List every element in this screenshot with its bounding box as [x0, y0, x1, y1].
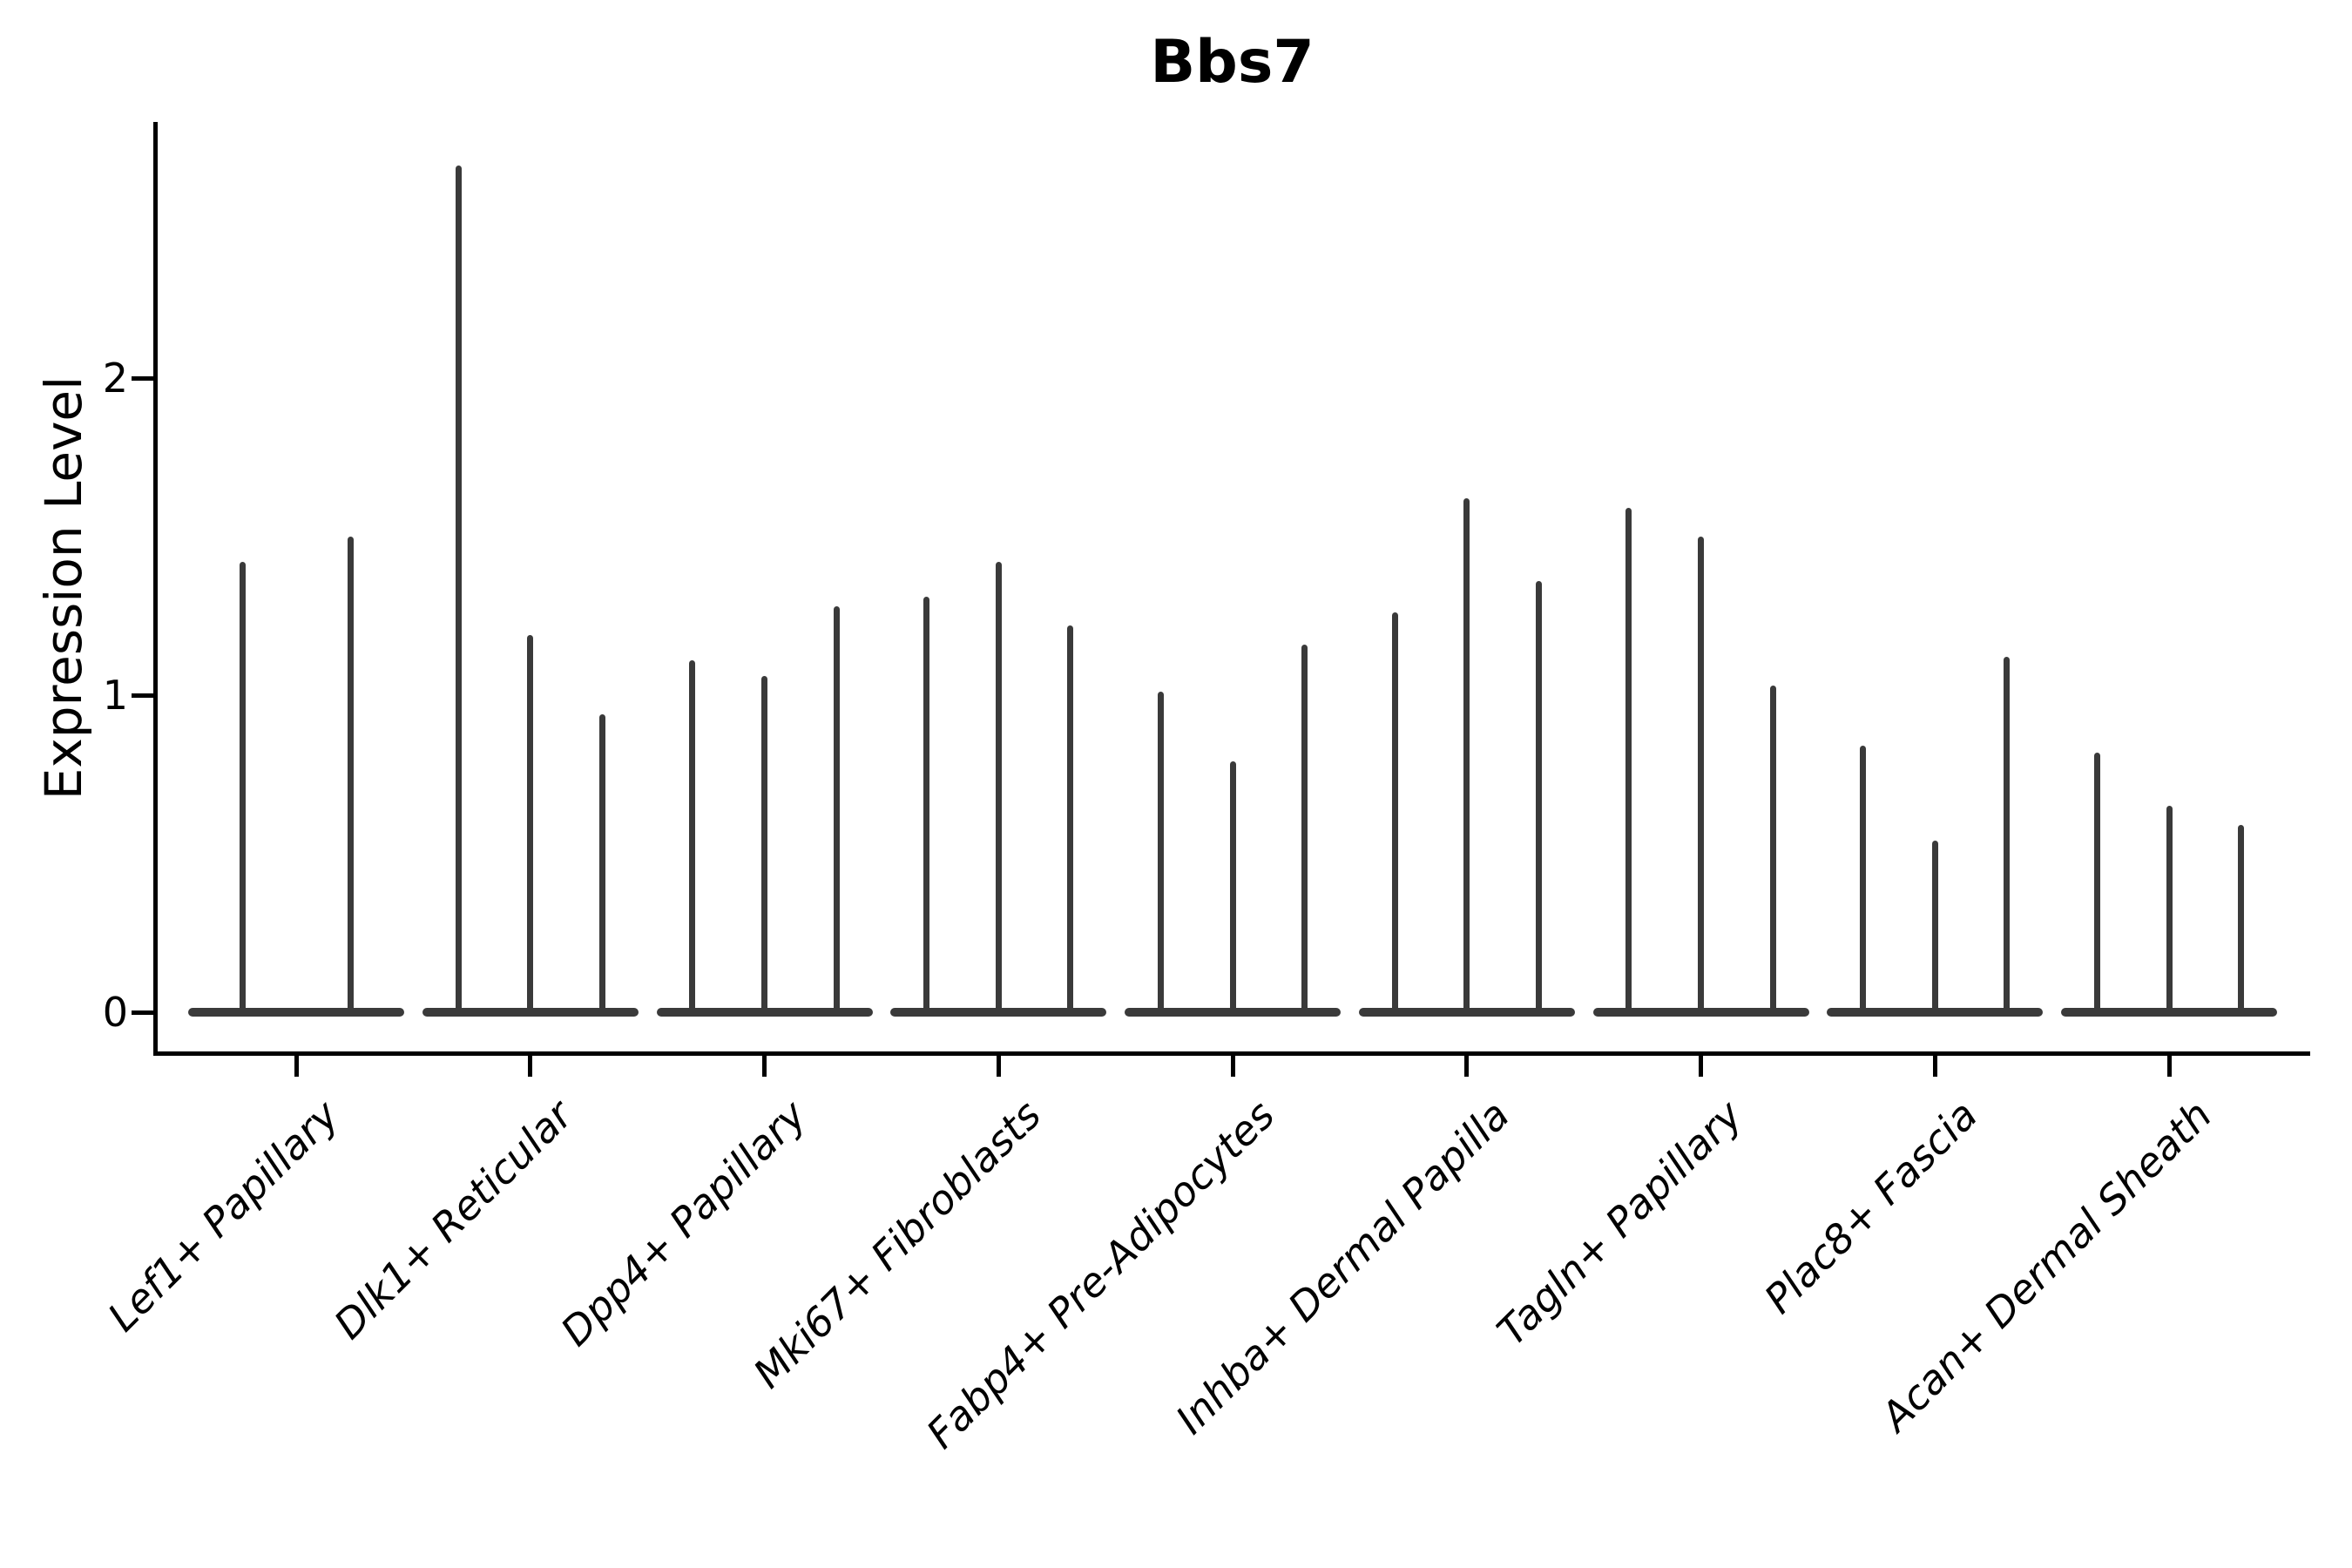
- violin-spike: [1931, 841, 1938, 1014]
- x-tick-mark: [1464, 1056, 1470, 1077]
- y-tick-label: 2: [102, 355, 128, 402]
- y-tick-mark: [132, 1010, 153, 1015]
- x-tick-mark: [294, 1056, 299, 1077]
- violin-spike: [1301, 645, 1308, 1014]
- violin-spike: [995, 562, 1002, 1014]
- violin-spike: [1463, 498, 1470, 1014]
- violin-spike: [1391, 612, 1398, 1014]
- y-tick-mark: [132, 693, 153, 698]
- violin-spike: [455, 166, 462, 1014]
- violin-spike: [761, 676, 767, 1014]
- x-tick-mark: [762, 1056, 767, 1077]
- x-tick-mark: [1230, 1056, 1235, 1077]
- violin-spike: [1229, 761, 1236, 1014]
- x-tick-label: Dlk1+ Reticular: [325, 1091, 582, 1348]
- violin-spike: [689, 660, 696, 1014]
- violin-spike: [2238, 825, 2245, 1014]
- x-tick-label: Tagln+ Papillary: [1488, 1091, 1752, 1355]
- y-tick-mark: [132, 375, 153, 381]
- x-tick-mark: [2166, 1056, 2172, 1077]
- violin-spike: [598, 714, 605, 1014]
- x-tick-label: Dpp4+ Papillary: [551, 1091, 815, 1355]
- x-tick-mark: [1932, 1056, 1937, 1077]
- y-axis-spine: [153, 122, 158, 1056]
- violin-spike: [2093, 753, 2100, 1014]
- violin-spike: [239, 562, 246, 1014]
- x-tick-label: Plac8+ Fascia: [1754, 1091, 1986, 1323]
- violin-spike: [347, 537, 354, 1014]
- violin-spike: [1698, 537, 1704, 1014]
- violin-spike: [1535, 581, 1542, 1014]
- violin-spike: [833, 606, 840, 1014]
- y-tick-label: 0: [102, 989, 128, 1036]
- violin-spike: [1157, 692, 1164, 1014]
- violin-base: [188, 1008, 404, 1017]
- x-tick-mark: [996, 1056, 1001, 1077]
- violin-spike: [1769, 686, 1776, 1014]
- violin-spike: [1067, 625, 1074, 1014]
- x-tick-mark: [528, 1056, 533, 1077]
- chart-title: Bbs7: [1150, 28, 1315, 97]
- x-axis-spine: [153, 1051, 2310, 1056]
- violin-spike: [527, 635, 534, 1014]
- violin-spike: [2166, 806, 2173, 1014]
- violin-spike: [2004, 657, 2011, 1014]
- y-axis-label: Expression Level: [34, 375, 93, 801]
- y-tick-label: 1: [102, 672, 128, 719]
- x-tick-label: Lef1+ Papillary: [98, 1091, 348, 1341]
- violin-spike: [923, 597, 930, 1014]
- violin-spike: [1625, 508, 1632, 1014]
- violin-spike: [1860, 746, 1867, 1014]
- x-tick-mark: [1699, 1056, 1703, 1077]
